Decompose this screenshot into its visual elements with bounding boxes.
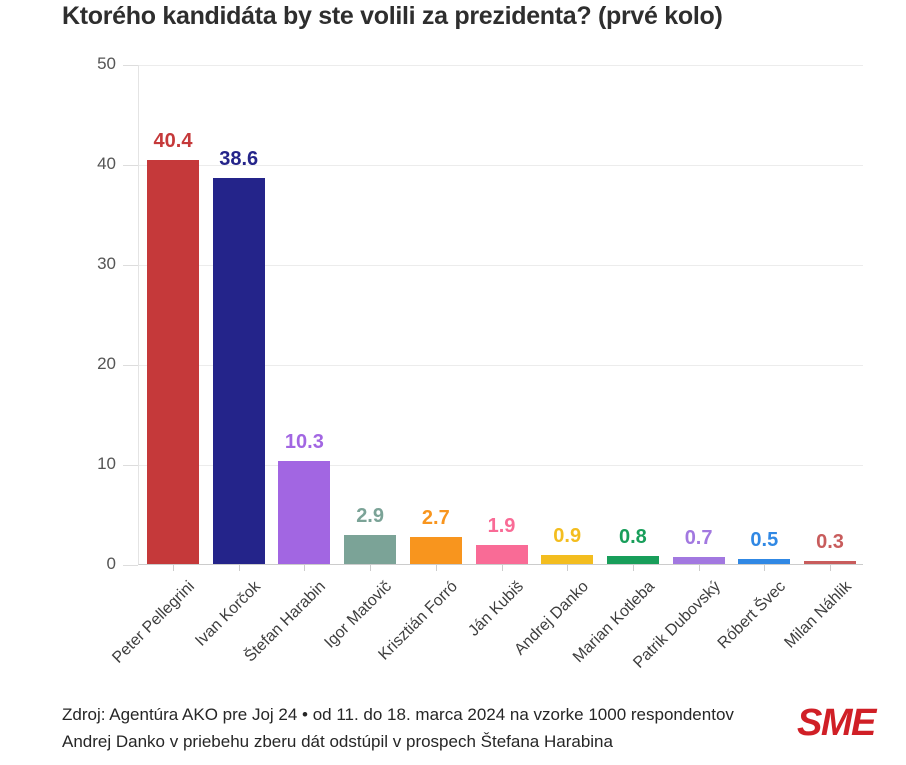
sme-logo: SME	[797, 702, 876, 744]
y-axis-tick	[123, 465, 138, 466]
chart-title: Ktorého kandidáta by ste volili za prezi…	[62, 2, 723, 30]
x-axis-tick	[238, 565, 240, 571]
bar-value-label: 38.6	[219, 148, 259, 170]
note-text: Andrej Danko v priebehu zberu dát odstúp…	[62, 732, 613, 751]
x-axis-tick	[567, 565, 569, 571]
y-axis-tick	[123, 365, 138, 366]
footer: Zdroj: Agentúra AKO pre Joj 24 • od 11. …	[62, 701, 734, 755]
bar-value-label: 0.8	[618, 526, 647, 548]
bar-value-label: 10.3	[284, 431, 324, 453]
bar-value-label: 0.5	[750, 529, 779, 551]
y-axis-tick-label: 10	[97, 454, 116, 473]
gridline	[139, 465, 863, 466]
bar	[804, 561, 856, 564]
x-axis-tick	[764, 565, 766, 571]
gridline	[139, 365, 863, 366]
y-axis-tick	[123, 65, 138, 66]
x-axis-tick	[698, 565, 700, 571]
y-axis-tick	[123, 565, 138, 566]
x-axis-tick	[435, 565, 437, 571]
x-axis-tick	[370, 565, 372, 571]
y-axis-tick	[123, 265, 138, 266]
bar	[738, 559, 791, 564]
x-axis-tick	[501, 565, 503, 571]
y-axis-tick-label: 30	[97, 254, 116, 273]
bar	[541, 555, 594, 564]
gridline	[139, 165, 863, 166]
bar-value-label: 1.9	[487, 515, 516, 537]
x-axis-tick	[830, 565, 831, 571]
bar	[606, 556, 659, 564]
x-axis-tick	[304, 565, 306, 571]
bar-value-label: 2.9	[356, 505, 384, 527]
y-axis-tick-label: 20	[97, 354, 116, 373]
x-axis-tick	[632, 565, 634, 571]
bar-value-label: 0.7	[684, 527, 713, 549]
bar	[409, 537, 462, 564]
gridline	[139, 265, 863, 266]
source-text: Zdroj: Agentúra AKO pre Joj 24 • od 11. …	[62, 705, 734, 724]
bar	[672, 557, 725, 564]
bar	[147, 160, 199, 564]
bar-value-label: 0.9	[553, 525, 582, 547]
bar-value-label: 40.4	[153, 130, 193, 152]
bar	[212, 178, 265, 564]
gridline	[139, 65, 863, 66]
y-axis-tick-label: 50	[97, 54, 116, 73]
y-axis-tick-label: 0	[106, 554, 116, 573]
bar	[344, 535, 397, 564]
plot-area: 40.4 38.6 10.3 2.9 2.7 1.9 0.9 0.8 0.7 0.5 0.3	[138, 65, 863, 571]
bar	[475, 545, 528, 564]
y-axis-tick	[123, 165, 138, 166]
bar-value-label: 0.3	[816, 531, 844, 553]
x-axis-tick	[173, 565, 174, 571]
y-axis-tick-label: 40	[97, 154, 116, 173]
bar	[278, 461, 331, 564]
bar-value-label: 2.7	[421, 507, 450, 529]
